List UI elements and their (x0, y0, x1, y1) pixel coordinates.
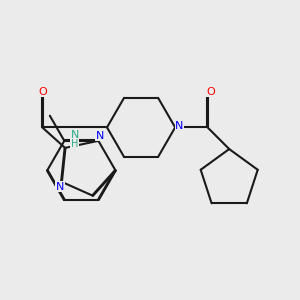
Text: H: H (71, 139, 78, 149)
Text: O: O (38, 87, 47, 97)
Text: N: N (70, 130, 79, 140)
Text: O: O (207, 87, 215, 97)
Text: N: N (175, 121, 183, 131)
Text: N: N (56, 182, 64, 192)
Text: N: N (96, 131, 104, 141)
